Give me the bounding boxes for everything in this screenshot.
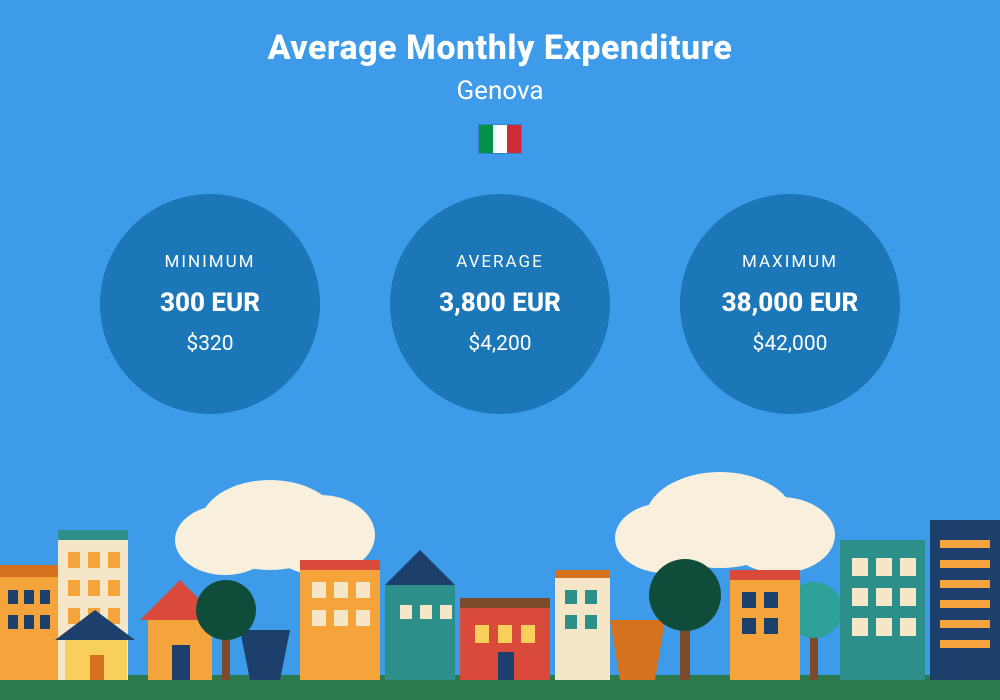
- italy-flag-icon: [478, 124, 522, 154]
- stat-circle-average: AVERAGE 3,800 EUR $4,200: [390, 194, 610, 414]
- cityscape-illustration: [0, 470, 1000, 700]
- city-name: Genova: [0, 76, 1000, 106]
- page-title: Average Monthly Expenditure: [0, 28, 1000, 68]
- flag-stripe-green: [479, 125, 493, 153]
- tree-icon: [649, 559, 721, 680]
- flag-stripe-white: [493, 125, 507, 153]
- stat-main-value: 3,800 EUR: [439, 288, 561, 318]
- stat-main-value: 300 EUR: [160, 288, 260, 318]
- header: Average Monthly Expenditure Genova: [0, 0, 1000, 154]
- buildings-middle: [240, 550, 665, 680]
- stat-circle-maximum: MAXIMUM 38,000 EUR $42,000: [680, 194, 900, 414]
- stat-label: AVERAGE: [456, 252, 544, 272]
- stat-main-value: 38,000 EUR: [722, 288, 859, 318]
- flag-stripe-red: [507, 125, 521, 153]
- stat-label: MAXIMUM: [742, 252, 838, 272]
- stat-sub-value: $42,000: [753, 332, 828, 356]
- stat-label: MINIMUM: [165, 252, 256, 272]
- stat-sub-value: $320: [186, 332, 233, 356]
- cloud-icon: [615, 472, 835, 573]
- stat-sub-value: $4,200: [468, 332, 531, 356]
- stat-circles: MINIMUM 300 EUR $320 AVERAGE 3,800 EUR $…: [0, 194, 1000, 414]
- stat-circle-minimum: MINIMUM 300 EUR $320: [100, 194, 320, 414]
